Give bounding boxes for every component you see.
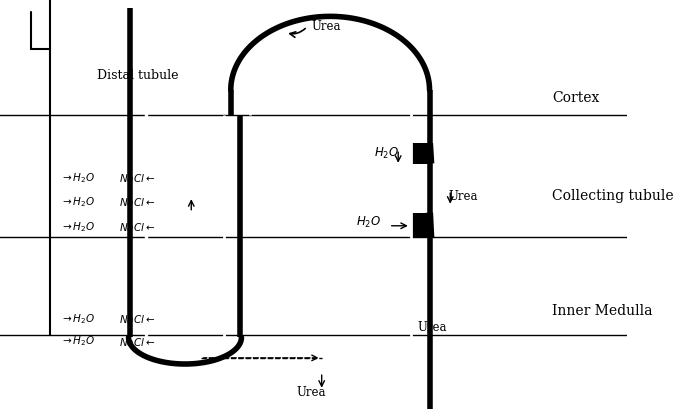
Text: Urea: Urea xyxy=(312,20,341,33)
Text: $H_2O$: $H_2O$ xyxy=(356,216,381,230)
Text: $H_2O$: $H_2O$ xyxy=(375,146,399,161)
Text: Urea: Urea xyxy=(417,321,447,334)
Text: Urea: Urea xyxy=(449,190,478,203)
Text: Urea: Urea xyxy=(297,386,327,399)
Text: $NaCl\leftarrow$: $NaCl\leftarrow$ xyxy=(119,313,155,325)
Text: Cortex: Cortex xyxy=(552,91,599,105)
Text: $\rightarrow H_2O$: $\rightarrow H_2O$ xyxy=(60,220,95,234)
Text: $\rightarrow H_2O$: $\rightarrow H_2O$ xyxy=(60,171,95,185)
Text: Collecting tubule: Collecting tubule xyxy=(552,189,673,203)
Text: Inner Medulla: Inner Medulla xyxy=(552,304,652,318)
Text: $NaCl\leftarrow$: $NaCl\leftarrow$ xyxy=(119,196,155,209)
Text: $NaCl\leftarrow$: $NaCl\leftarrow$ xyxy=(119,172,155,184)
Text: $\rightarrow H_2O$: $\rightarrow H_2O$ xyxy=(60,312,95,326)
Text: $NaCl\leftarrow$: $NaCl\leftarrow$ xyxy=(119,335,155,348)
Text: $\rightarrow H_2O$: $\rightarrow H_2O$ xyxy=(60,196,95,209)
Text: Distal tubule: Distal tubule xyxy=(97,69,179,82)
Text: $\rightarrow H_2O$: $\rightarrow H_2O$ xyxy=(60,335,95,348)
Text: $NaCl\leftarrow$: $NaCl\leftarrow$ xyxy=(119,221,155,233)
